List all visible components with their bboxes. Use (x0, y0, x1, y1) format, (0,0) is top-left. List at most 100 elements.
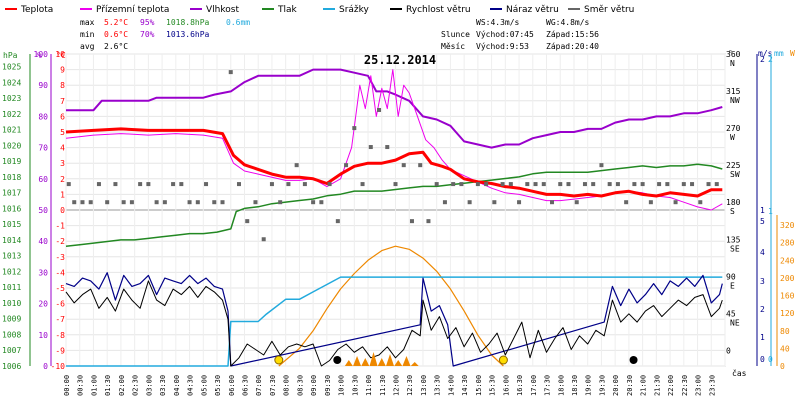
wind-direction-point (665, 182, 670, 187)
wind-speed-line (65, 280, 723, 367)
wind-direction-point (344, 163, 349, 168)
x-tick: 12:30 (406, 375, 414, 396)
degc-tick: 5 (60, 128, 65, 137)
wind-direction-point (426, 219, 431, 224)
wind-direction-point (228, 70, 233, 75)
x-tick: 08:00 (283, 375, 291, 396)
x-tick: 10:30 (351, 375, 359, 396)
dir-tick: 225 (726, 161, 741, 170)
legend-label: Směr větru (584, 5, 634, 15)
dir-tick-compass: NE (730, 318, 740, 327)
x-tick: 05:00 (200, 375, 208, 396)
ms-tick: 1 (760, 206, 765, 215)
wind-ws: WS:4.3m/s (476, 18, 520, 27)
wm2-tick: 240 (780, 256, 795, 265)
wind-direction-point (220, 200, 225, 205)
wind-direction-point (385, 145, 390, 150)
wind-wg: WG:4.8m/s (546, 18, 590, 27)
sunset-marker (498, 355, 508, 365)
hpa-tick: 1013 (2, 252, 21, 261)
x-tick: 11:30 (379, 375, 387, 396)
x-tick: 17:30 (544, 375, 552, 396)
pressure-line (65, 163, 723, 247)
x-tick: 14:00 (447, 375, 455, 396)
x-tick: 01:30 (104, 375, 112, 396)
x-tick: 07:30 (269, 375, 277, 396)
hpa-tick: 1019 (2, 157, 21, 166)
degc-tick: 1 (60, 190, 65, 199)
legend-label: Tlak (277, 5, 298, 15)
sun-rise: Východ:07:45 (476, 30, 534, 39)
wind-direction-point (212, 200, 217, 205)
precip-intensity-mark (386, 354, 395, 366)
x-tick: 21:30 (653, 375, 661, 396)
x-tick: 23:30 (708, 375, 716, 396)
moon-rise: Východ:9:53 (476, 42, 529, 51)
pct-tick: 80 (38, 112, 48, 121)
hpa-tick: 1025 (2, 63, 21, 72)
x-tick: 04:00 (173, 375, 181, 396)
hpa-tick: 1012 (2, 267, 21, 276)
degc-tick: -2 (55, 237, 65, 246)
wind-direction-point (706, 182, 711, 187)
x-tick: 21:00 (640, 375, 648, 396)
moon-set: Západ:20:40 (546, 42, 599, 51)
degc-tick: -5 (55, 284, 65, 293)
wind-direction-point (377, 107, 382, 112)
pct-tick: 30 (38, 268, 48, 277)
degc-tick: 8 (60, 81, 65, 90)
hpa-tick: 1007 (2, 346, 21, 355)
x-tick: 00:30 (77, 375, 85, 396)
x-tick: 16:00 (502, 375, 510, 396)
wind-direction-point (129, 200, 134, 205)
hpa-tick: 1016 (2, 204, 21, 213)
legend: Teplota Přízemní teplota Vlhkost Tlak Srážky… (5, 5, 634, 15)
sunrise-marker (274, 355, 284, 365)
wind-direction-point (607, 182, 612, 187)
ms-tick: 1 (760, 333, 765, 342)
wind-direction-point (582, 182, 587, 187)
hpa-tick: 1008 (2, 330, 21, 339)
wind-direction-point (599, 163, 604, 168)
wind-direction-point (657, 182, 662, 187)
precip-intensity-mark (410, 362, 419, 366)
hpa-tick: 1018 (2, 173, 21, 182)
hpa-tick: 1020 (2, 141, 21, 150)
wind-direction-point (80, 200, 85, 205)
stats-avg-label: avg (80, 42, 95, 51)
wind-direction-point (319, 200, 324, 205)
wind-direction-point (146, 182, 151, 187)
x-tick: 04:30 (187, 375, 195, 396)
degc-unit: °C (56, 51, 66, 60)
dir-tick: 135 (726, 235, 741, 244)
pct-tick: 70 (38, 144, 48, 153)
wind-direction-point (574, 200, 579, 205)
wind-direction-point (261, 237, 266, 242)
right-axes: ° m/s mm W360N315NW270W225SW180S135SE90E45N… (726, 49, 795, 371)
legend-label: Teplota (20, 5, 53, 15)
degc-tick: -1 (55, 222, 65, 231)
degc-tick: -9 (55, 346, 65, 355)
wind-direction-point (459, 182, 464, 187)
temperature-line (65, 127, 723, 198)
x-tick: 06:30 (241, 375, 249, 396)
pct-unit: % (37, 51, 42, 60)
precip-intensity-mark (369, 352, 378, 366)
dir-tick: 0 (726, 346, 731, 355)
legend-label: Vlhkost (206, 5, 239, 15)
hpa-tick: 1024 (2, 78, 21, 87)
wm2-unit: W (790, 49, 795, 58)
ms-tick: 2 (760, 55, 765, 64)
wind-direction-point (105, 200, 110, 205)
wind-direction-point (88, 200, 93, 205)
precip-intensity-mark (377, 358, 386, 366)
dir-tick-compass: SE (730, 244, 740, 253)
left-axes: hPa% °C1025102410231022102110201019101810… (2, 50, 66, 371)
wm2-tick: 280 (780, 239, 795, 248)
x-tick: 03:00 (145, 375, 153, 396)
hpa-tick: 1017 (2, 189, 21, 198)
x-axis-label: čas (732, 368, 747, 378)
wind-direction-point (566, 182, 571, 187)
wm2-tick: 40 (780, 344, 790, 353)
